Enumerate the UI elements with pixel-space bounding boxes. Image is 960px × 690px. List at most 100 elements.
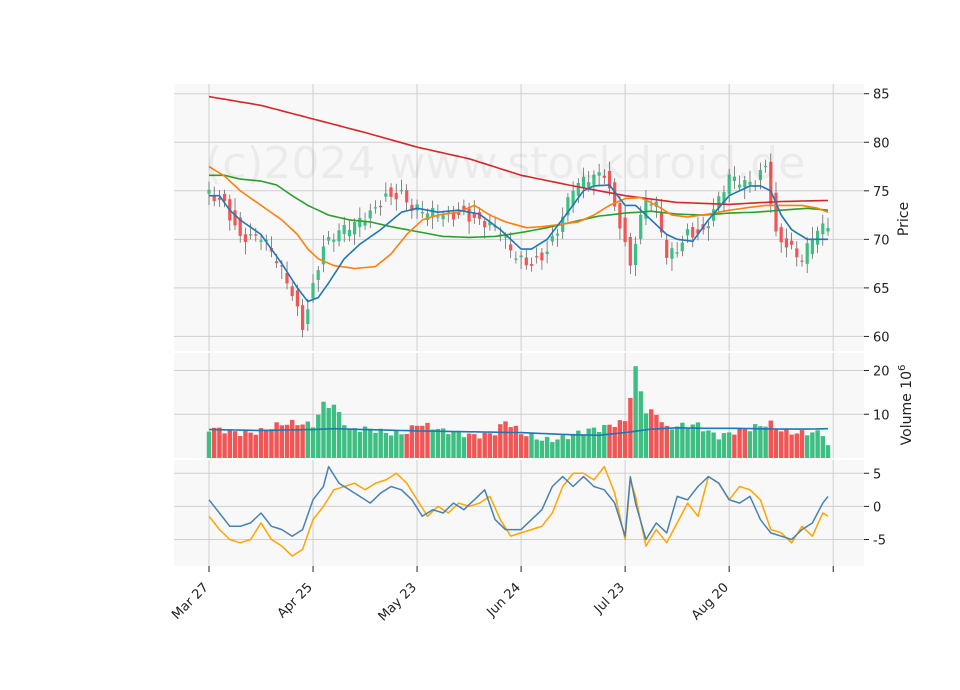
candle-body xyxy=(217,198,221,200)
moving-average-red xyxy=(208,95,829,206)
volume-bar xyxy=(399,434,404,458)
moving-average-orange xyxy=(208,165,829,270)
candle-body xyxy=(717,196,721,208)
candle-body xyxy=(379,205,383,208)
volume-bar xyxy=(654,414,659,458)
volume-bar xyxy=(727,432,732,458)
candle-body xyxy=(301,305,305,330)
volume-bar xyxy=(570,433,576,458)
candle-body xyxy=(342,225,346,235)
volume-bar xyxy=(331,404,337,458)
volume-bar xyxy=(701,431,706,458)
candle-body xyxy=(233,210,237,226)
candle-body xyxy=(353,222,357,235)
volume-axis-title-text: Volume 10 xyxy=(899,371,915,445)
candle-body xyxy=(748,181,752,185)
candle-body xyxy=(774,192,778,232)
volume-bar xyxy=(586,428,591,458)
candle-body xyxy=(587,182,591,188)
candle-body xyxy=(477,212,482,219)
volume-bar xyxy=(451,431,456,458)
candle-body xyxy=(566,197,570,216)
volume-bar xyxy=(758,426,763,458)
candle-body xyxy=(420,212,424,214)
candle-body xyxy=(618,203,622,229)
price-panel: 60 65 70 75 80 85 xyxy=(174,84,890,351)
volume-bar xyxy=(763,426,768,458)
x-tick-label: Mar 27 xyxy=(169,580,212,623)
volume-bar xyxy=(472,434,477,458)
volume-bar xyxy=(482,432,487,458)
candle-body xyxy=(571,190,575,206)
volume-bar xyxy=(742,429,747,458)
oscillator-ytick-label: -5 xyxy=(873,534,886,549)
volume-bar xyxy=(279,425,284,458)
moving-average-blue xyxy=(209,184,828,303)
candle-body xyxy=(249,234,253,236)
volume-bar xyxy=(295,425,300,458)
volume-bar xyxy=(284,424,290,458)
volume-panel: 10 20 xyxy=(174,353,890,458)
candle-body xyxy=(816,230,820,245)
candle-body xyxy=(602,175,606,178)
candle-body xyxy=(311,283,315,299)
candle-body xyxy=(363,220,367,226)
volume-bar xyxy=(388,435,394,458)
candle-body xyxy=(821,223,825,235)
volume-bar xyxy=(768,420,773,458)
volume-bar xyxy=(539,440,545,458)
volume-bar xyxy=(675,426,680,458)
candle-body xyxy=(514,258,518,260)
volume-bar xyxy=(503,421,508,458)
candle-body xyxy=(295,290,299,307)
volume-bar xyxy=(664,425,669,458)
price-ytick-label: 65 xyxy=(873,282,890,297)
candle-body xyxy=(795,248,799,258)
volume-bar xyxy=(518,434,524,458)
volume-bar xyxy=(513,425,519,458)
volume-ytick-label: 20 xyxy=(873,365,890,380)
candle-body xyxy=(394,192,398,200)
candle-body xyxy=(769,161,773,205)
candle-body xyxy=(436,216,440,218)
candle-body xyxy=(509,244,513,251)
candle-body xyxy=(519,255,523,258)
volume-bar xyxy=(649,409,654,458)
volume-bar xyxy=(362,426,368,458)
volume-bar xyxy=(243,430,248,458)
price-ytick-label: 70 xyxy=(873,233,890,248)
candle-body xyxy=(628,237,632,266)
candle-body xyxy=(451,212,456,220)
candle-body xyxy=(623,217,627,243)
oscillator-background xyxy=(174,460,864,566)
candle-body xyxy=(441,215,445,220)
volume-bar xyxy=(378,428,383,458)
volume-bar xyxy=(368,428,373,458)
candle-body xyxy=(503,236,508,238)
volume-bar xyxy=(732,434,737,458)
candle-body xyxy=(425,213,430,220)
volume-bar xyxy=(492,435,498,458)
volume-bar xyxy=(347,428,352,458)
volume-bar xyxy=(212,427,217,458)
volume-bar xyxy=(544,436,550,458)
price-background xyxy=(174,84,864,351)
candle-body xyxy=(212,195,216,202)
volume-bar xyxy=(820,436,825,458)
oscillator-blue-line xyxy=(208,465,829,541)
candle-body xyxy=(399,190,403,192)
candle-body xyxy=(488,222,492,226)
candle-body xyxy=(597,172,601,176)
x-tick-label: Aug 20 xyxy=(689,580,732,623)
x-tick-label: Apr 25 xyxy=(275,580,316,621)
volume-bar xyxy=(342,425,347,458)
volume-bar xyxy=(643,413,649,458)
candle-body xyxy=(696,229,700,234)
volume-bar xyxy=(773,428,779,458)
volume-bar xyxy=(394,430,399,458)
candle-body xyxy=(649,204,653,206)
volume-bar xyxy=(612,427,617,458)
oscillator-ytick-label: 0 xyxy=(873,500,881,515)
volume-bar xyxy=(508,427,513,458)
candle-body xyxy=(685,229,690,236)
